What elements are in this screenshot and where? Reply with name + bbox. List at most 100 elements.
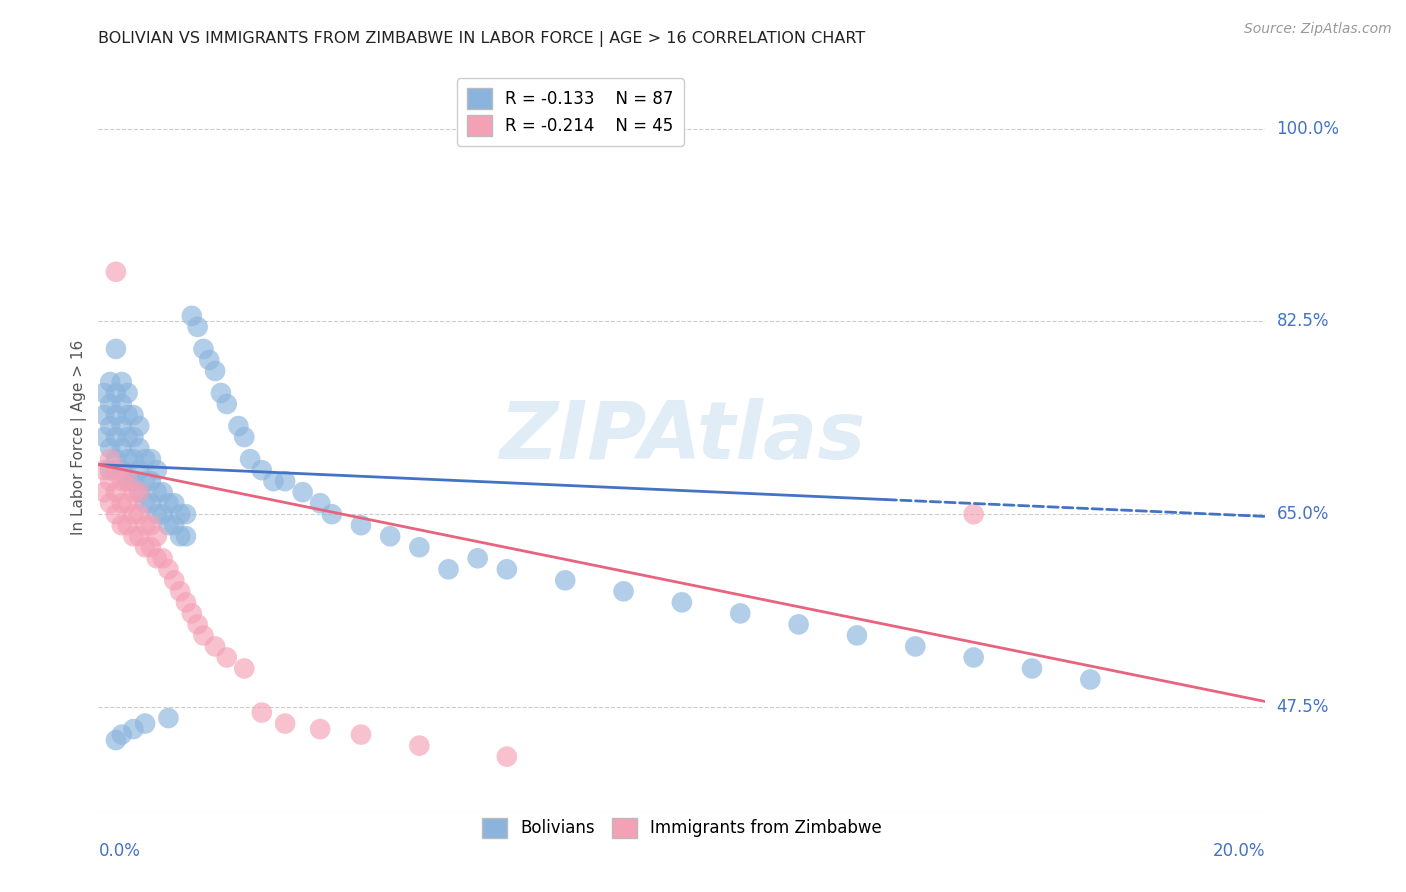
Point xyxy=(117,452,139,467)
Point xyxy=(193,342,215,356)
Point xyxy=(152,485,174,500)
Point xyxy=(111,728,134,742)
Point xyxy=(122,452,145,467)
Point xyxy=(93,386,115,401)
Point xyxy=(612,584,634,599)
Point xyxy=(846,628,869,642)
Point xyxy=(104,342,127,356)
Point xyxy=(671,595,693,609)
Point xyxy=(233,430,256,444)
Point xyxy=(262,474,284,488)
Point xyxy=(321,507,343,521)
Point xyxy=(408,739,430,753)
Point xyxy=(117,430,139,444)
Point xyxy=(104,733,127,747)
Point xyxy=(291,485,314,500)
Point xyxy=(198,353,221,368)
Point xyxy=(122,507,145,521)
Point xyxy=(128,507,150,521)
Point xyxy=(904,640,927,654)
Point xyxy=(111,474,134,488)
Point xyxy=(122,722,145,736)
Point xyxy=(146,485,169,500)
Point xyxy=(104,408,127,422)
Point xyxy=(93,430,115,444)
Point xyxy=(139,474,162,488)
Point xyxy=(554,574,576,588)
Point xyxy=(152,551,174,566)
Point xyxy=(163,496,186,510)
Point xyxy=(180,309,202,323)
Point xyxy=(98,375,121,389)
Point xyxy=(93,485,115,500)
Point xyxy=(104,386,127,401)
Point xyxy=(104,507,127,521)
Text: 47.5%: 47.5% xyxy=(1277,698,1329,716)
Point xyxy=(117,386,139,401)
Point xyxy=(496,562,519,576)
Point xyxy=(962,650,984,665)
Point xyxy=(163,574,186,588)
Point xyxy=(98,419,121,434)
Point xyxy=(730,607,752,621)
Point xyxy=(215,650,238,665)
Point xyxy=(174,507,197,521)
Point xyxy=(122,408,145,422)
Point xyxy=(93,408,115,422)
Point xyxy=(169,529,191,543)
Point xyxy=(496,749,519,764)
Point xyxy=(111,463,134,477)
Text: 0.0%: 0.0% xyxy=(98,842,141,860)
Legend: Bolivians, Immigrants from Zimbabwe: Bolivians, Immigrants from Zimbabwe xyxy=(475,811,889,845)
Point xyxy=(104,463,127,477)
Point xyxy=(350,518,373,533)
Point xyxy=(139,496,162,510)
Point xyxy=(98,474,121,488)
Point xyxy=(93,463,115,477)
Point xyxy=(187,617,209,632)
Point xyxy=(122,430,145,444)
Point xyxy=(187,319,209,334)
Point xyxy=(193,628,215,642)
Point xyxy=(157,562,180,576)
Point xyxy=(1021,661,1043,675)
Point xyxy=(111,375,134,389)
Point xyxy=(274,716,297,731)
Point xyxy=(111,419,134,434)
Point xyxy=(467,551,489,566)
Point xyxy=(134,716,156,731)
Point xyxy=(122,485,145,500)
Point xyxy=(139,518,162,533)
Point xyxy=(98,496,121,510)
Point xyxy=(787,617,810,632)
Text: 65.0%: 65.0% xyxy=(1277,505,1329,524)
Point xyxy=(104,430,127,444)
Point xyxy=(122,474,145,488)
Point xyxy=(98,452,121,467)
Point xyxy=(239,452,262,467)
Point xyxy=(128,463,150,477)
Point xyxy=(309,496,332,510)
Point xyxy=(117,518,139,533)
Point xyxy=(233,661,256,675)
Point xyxy=(274,474,297,488)
Point xyxy=(962,507,984,521)
Point xyxy=(215,397,238,411)
Point xyxy=(157,711,180,725)
Point xyxy=(134,496,156,510)
Point xyxy=(250,463,273,477)
Point xyxy=(111,397,134,411)
Point xyxy=(111,496,134,510)
Point xyxy=(146,507,169,521)
Point xyxy=(380,529,402,543)
Text: 20.0%: 20.0% xyxy=(1213,842,1265,860)
Point xyxy=(128,441,150,455)
Point xyxy=(139,452,162,467)
Point xyxy=(1080,673,1102,687)
Point xyxy=(204,640,226,654)
Point xyxy=(146,551,169,566)
Point xyxy=(146,529,169,543)
Point xyxy=(309,722,332,736)
Point xyxy=(180,607,202,621)
Point xyxy=(139,541,162,555)
